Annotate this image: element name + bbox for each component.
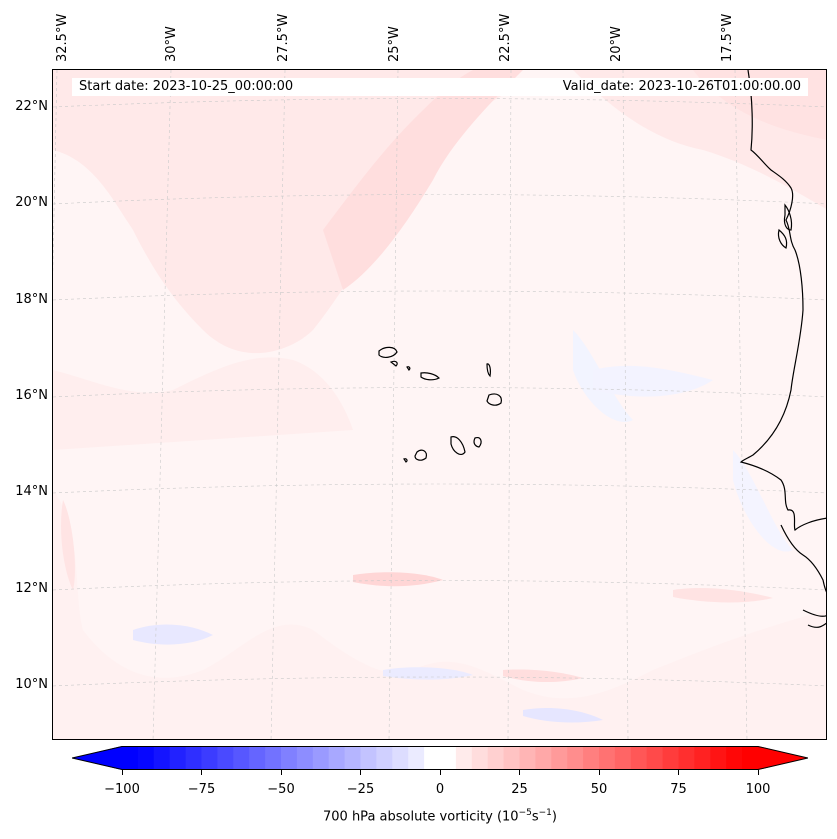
lat-label-14n: 14°N bbox=[15, 484, 48, 499]
colorbar-tick-label: 0 bbox=[435, 782, 445, 797]
vorticity-map bbox=[53, 70, 826, 739]
lat-label-18n: 18°N bbox=[15, 292, 48, 307]
colorbar-level bbox=[599, 746, 616, 770]
colorbar-level bbox=[471, 746, 489, 770]
colorbar-level bbox=[328, 746, 346, 770]
colorbar-level bbox=[249, 746, 266, 770]
lon-label-27-5w: 27.5°W bbox=[276, 13, 291, 62]
lat-label-10n: 10°N bbox=[15, 677, 48, 692]
colorbar-level bbox=[296, 746, 314, 770]
colorbar-level bbox=[392, 746, 409, 770]
colorbar-tick-label: 25 bbox=[511, 782, 528, 797]
colorbar-tick-mark bbox=[360, 770, 361, 775]
colorbar-level bbox=[122, 746, 139, 770]
colorbar-level bbox=[360, 746, 377, 770]
colorbar-level bbox=[217, 746, 234, 770]
colorbar-tick-mark bbox=[201, 770, 202, 775]
colorbar-level bbox=[233, 746, 250, 770]
colorbar-tick-label: −50 bbox=[267, 782, 295, 797]
colorbar-tick-mark bbox=[439, 770, 441, 775]
colorbar-tick-mark bbox=[280, 770, 282, 775]
colorbar-level bbox=[185, 746, 202, 770]
coastline bbox=[739, 70, 826, 628]
colorbar-max-extend bbox=[758, 746, 808, 770]
colorbar-level bbox=[646, 746, 664, 770]
lat-label-22n: 22°N bbox=[15, 99, 48, 114]
colorbar-level bbox=[455, 746, 473, 770]
colorbar-level bbox=[153, 746, 171, 770]
lon-label-17-5w: 17.5°W bbox=[720, 13, 735, 62]
colorbar-tick-mark bbox=[757, 770, 759, 775]
colorbar-outline bbox=[72, 746, 808, 770]
colorbar-level bbox=[535, 746, 552, 770]
colorbar-level bbox=[583, 746, 600, 770]
colorbar-level bbox=[567, 746, 584, 770]
lat-label-12n: 12°N bbox=[15, 581, 48, 596]
colorbar-tick-label: −75 bbox=[187, 782, 216, 797]
colorbar-min-extend bbox=[72, 746, 122, 770]
colorbar-level bbox=[694, 746, 711, 770]
colorbar-level bbox=[408, 746, 425, 770]
colorbar-tick-mark bbox=[121, 770, 123, 775]
colorbar-tick-mark bbox=[598, 770, 600, 775]
colorbar-tick-label: −25 bbox=[346, 782, 375, 797]
colorbar-level bbox=[487, 746, 505, 770]
lon-label-20w: 20°W bbox=[609, 26, 624, 62]
lon-label-25w: 25°W bbox=[387, 26, 402, 62]
vorticity-field bbox=[53, 70, 826, 739]
colorbar-label: 700 hPa absolute vorticity (10−5s−1) bbox=[323, 808, 557, 825]
colorbar-tick-label: 75 bbox=[670, 782, 687, 797]
colorbar-tick-label: 100 bbox=[745, 782, 771, 797]
colorbar-level bbox=[503, 746, 520, 770]
colorbar-level bbox=[312, 746, 330, 770]
gridlines bbox=[53, 70, 826, 739]
colorbar-level bbox=[614, 746, 632, 770]
colorbar-level bbox=[201, 746, 218, 770]
lat-label-20n: 20°N bbox=[15, 195, 48, 210]
colorbar-level bbox=[265, 746, 282, 770]
colorbar-level bbox=[169, 746, 187, 770]
colorbar-level bbox=[678, 746, 695, 770]
valid-date-label: Valid_date: 2023-10-26T01:00:00.00 bbox=[562, 79, 801, 94]
start-date-label: Start date: 2023-10-25_00:00:00 bbox=[79, 79, 294, 94]
colorbar-level bbox=[137, 746, 155, 770]
colorbar-tick-mark bbox=[519, 770, 520, 775]
colorbar-level bbox=[662, 746, 679, 770]
colorbar-level bbox=[440, 746, 457, 770]
colorbar-level bbox=[376, 746, 393, 770]
colorbar-level bbox=[742, 746, 759, 770]
lon-label-32-5w: 32.5°W bbox=[55, 13, 70, 62]
colorbar-level bbox=[344, 746, 361, 770]
colorbar-tick-mark bbox=[678, 770, 679, 775]
lat-label-16n: 16°N bbox=[15, 388, 48, 403]
cape-verde-islands bbox=[378, 346, 502, 463]
colorbar-level bbox=[710, 746, 727, 770]
colorbar-level bbox=[424, 746, 441, 770]
lon-label-22-5w: 22.5°W bbox=[498, 13, 513, 62]
colorbar-level bbox=[519, 746, 536, 770]
colorbar-level bbox=[551, 746, 568, 770]
colorbar-tick-label: −100 bbox=[104, 782, 140, 797]
map-panel[interactable] bbox=[52, 69, 827, 740]
colorbar-level bbox=[281, 746, 298, 770]
lon-label-30w: 30°W bbox=[164, 26, 179, 62]
colorbar-level bbox=[726, 746, 743, 770]
colorbar bbox=[72, 746, 808, 770]
colorbar-level bbox=[630, 746, 648, 770]
colorbar-tick-label: 50 bbox=[590, 782, 608, 797]
header-background bbox=[72, 78, 808, 96]
